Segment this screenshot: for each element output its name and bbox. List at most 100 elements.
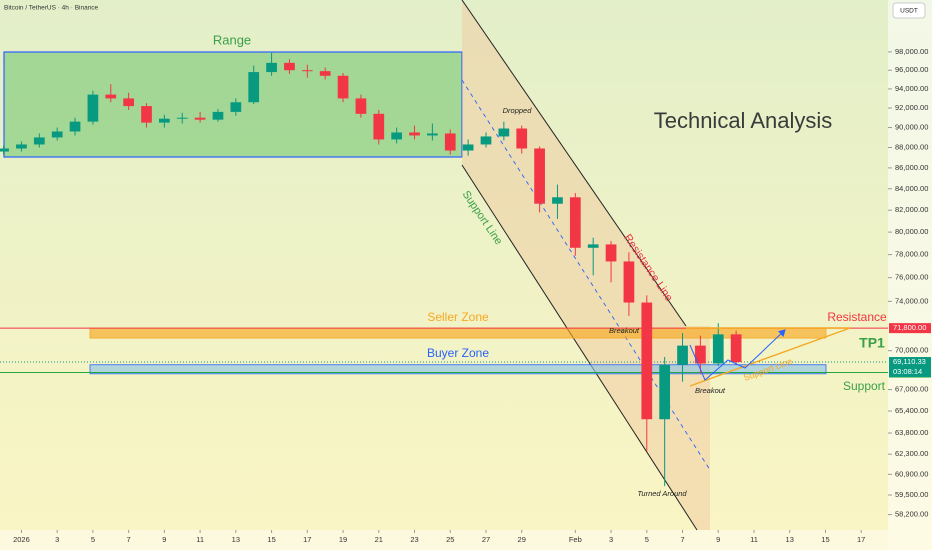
x-tick-label: 7 — [127, 535, 131, 544]
y-tick-label: 67,000.00 — [895, 385, 928, 394]
candle-body — [695, 345, 706, 364]
support-label: Support — [843, 379, 886, 393]
candle-body — [123, 98, 135, 107]
y-tick-label: 62,300.00 — [895, 449, 928, 458]
candle-body — [730, 334, 742, 363]
x-tick-label: 3 — [55, 535, 59, 544]
headline: Technical Analysis — [654, 108, 833, 133]
candle-body — [69, 121, 81, 132]
candle-body — [16, 144, 27, 149]
candle-body — [534, 148, 545, 204]
y-tick-label: 63,800.00 — [895, 428, 928, 437]
x-tick-label: 17 — [303, 535, 311, 544]
candle-body — [248, 72, 260, 103]
candle-body — [462, 144, 474, 151]
last-price-badge — [889, 357, 931, 378]
time-axis — [0, 530, 888, 550]
candle-body — [677, 345, 688, 365]
candle-body — [391, 132, 403, 140]
y-tick-label: 84,000.00 — [895, 184, 928, 193]
candle-body — [623, 261, 635, 303]
y-tick-label: 80,000.00 — [895, 227, 928, 236]
candle-body — [33, 137, 45, 145]
candle-body — [444, 133, 456, 151]
candle-body — [712, 334, 724, 364]
breakout-label: Breakout — [695, 386, 726, 395]
x-tick-label: 23 — [410, 535, 418, 544]
candle-body — [373, 113, 385, 140]
x-tick-label: 13 — [786, 535, 794, 544]
y-tick-label: 78,000.00 — [895, 250, 928, 259]
candle-body — [641, 302, 653, 420]
x-tick-label: 13 — [232, 535, 240, 544]
candle-body — [159, 118, 170, 123]
x-tick-label: 19 — [339, 535, 347, 544]
countdown-label: 03:08:14 — [893, 367, 922, 376]
x-tick-label: 15 — [821, 535, 829, 544]
candle-body — [51, 131, 63, 138]
y-tick-label: 98,000.00 — [895, 47, 928, 56]
candle-body — [284, 62, 295, 71]
candle-body — [266, 62, 277, 73]
dropped-label: Dropped — [503, 106, 533, 115]
x-tick-label: 9 — [162, 535, 166, 544]
x-tick-label: 5 — [91, 535, 95, 544]
x-tick-label: 17 — [857, 535, 865, 544]
zone — [89, 364, 827, 375]
candle-body — [498, 128, 510, 137]
candle-body — [337, 75, 349, 99]
level-label: 71,800.00 — [893, 323, 926, 332]
y-tick-label: 82,000.00 — [895, 205, 928, 214]
seller-zone-label: Seller Zone — [427, 310, 489, 324]
candle-body — [355, 98, 367, 114]
currency-label: USDT — [900, 8, 918, 15]
candle-body — [569, 197, 581, 248]
x-tick-label: 27 — [482, 535, 490, 544]
last-price-label: 69,110.33 — [893, 357, 926, 366]
y-tick-label: 90,000.00 — [895, 123, 928, 132]
candle-body — [141, 106, 152, 123]
candle-body — [176, 117, 188, 119]
x-tick-label: 9 — [716, 535, 720, 544]
turned-around-label: Turned Around — [637, 489, 687, 498]
y-tick-label: 76,000.00 — [895, 273, 928, 282]
candle-body — [409, 132, 420, 136]
x-tick-label: 7 — [680, 535, 684, 544]
x-tick-label: 11 — [750, 535, 758, 544]
candle-body — [194, 117, 206, 120]
y-tick-label: 74,000.00 — [895, 296, 928, 305]
y-tick-label: 88,000.00 — [895, 142, 928, 151]
range-label: Range — [213, 32, 251, 47]
y-tick-label: 58,200.00 — [895, 510, 928, 519]
resistance-label: Resistance — [827, 310, 887, 324]
support-line — [461, 164, 698, 531]
x-tick-label: 21 — [375, 535, 383, 544]
x-tick-label: 15 — [267, 535, 275, 544]
projection-arrow — [689, 329, 786, 381]
triangle-support — [689, 327, 851, 387]
candle-body — [516, 128, 528, 149]
symbol-title: Bitcoin / TetherUS · 4h · Binance — [4, 5, 99, 12]
x-tick-label: 11 — [196, 535, 204, 544]
candle-body — [0, 148, 9, 152]
price-axis — [888, 0, 932, 550]
candle-body — [659, 364, 671, 420]
currency-badge — [892, 2, 926, 19]
candle-body — [480, 136, 492, 145]
x-tick-label: 5 — [645, 535, 649, 544]
y-tick-label: 86,000.00 — [895, 163, 928, 172]
candle-body — [212, 111, 224, 120]
y-tick-label: 65,400.00 — [895, 406, 928, 415]
candle-body — [552, 197, 563, 204]
x-tick-label: 25 — [446, 535, 454, 544]
candle-body — [105, 94, 117, 99]
resistance-line — [461, 0, 687, 327]
buyer-zone-label: Buyer Zone — [427, 346, 489, 360]
y-tick-label: 96,000.00 — [895, 65, 928, 74]
x-tick-label: Feb — [569, 535, 582, 544]
candle-body — [301, 70, 313, 72]
candle-body — [427, 133, 438, 136]
y-tick-label: 94,000.00 — [895, 84, 928, 93]
y-tick-label: 59,500.00 — [895, 490, 928, 499]
